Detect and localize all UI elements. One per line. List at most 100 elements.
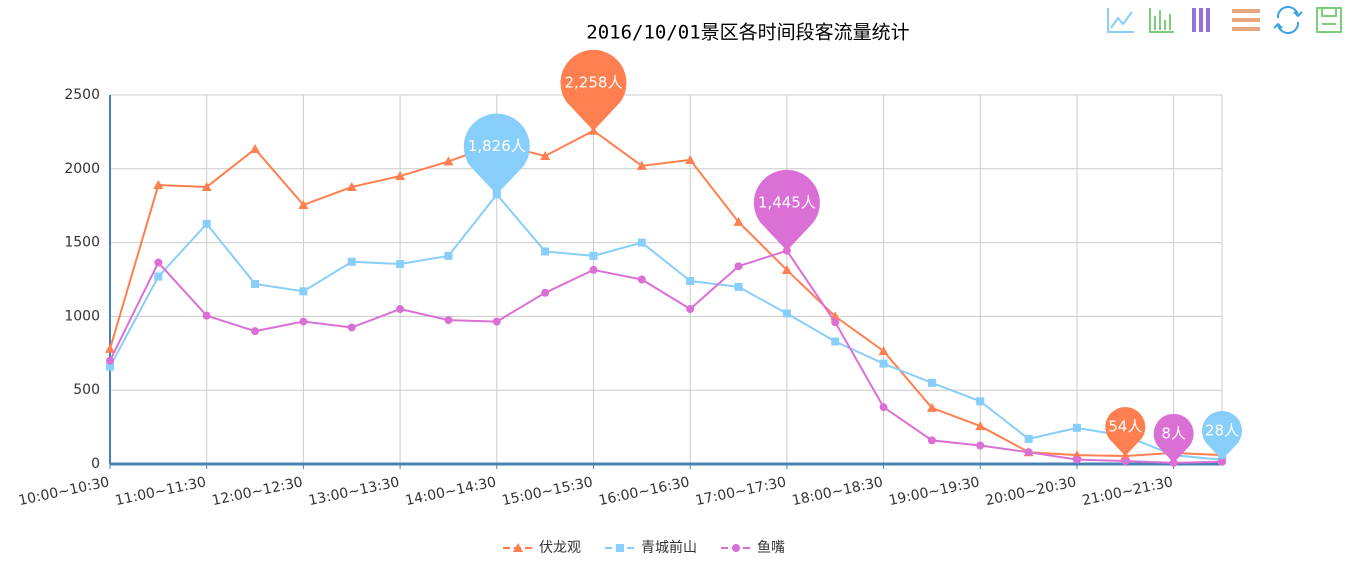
- legend-label[interactable]: 鱼嘴: [757, 539, 785, 556]
- x-tick-label: 10:00~10:30: [17, 474, 111, 509]
- data-point: [734, 262, 743, 271]
- data-point: [686, 276, 695, 285]
- mark-label: 28人: [1205, 421, 1239, 439]
- data-point: [346, 181, 357, 191]
- data-point: [396, 305, 405, 314]
- legend-label[interactable]: 青城前山: [641, 539, 697, 556]
- mark-pin: [1202, 410, 1242, 460]
- data-point: [105, 343, 115, 353]
- series-line: [109, 192, 1223, 461]
- series-line: [109, 249, 1223, 464]
- x-tick-label: 18:00~18:30: [791, 474, 885, 509]
- data-point: [685, 154, 696, 164]
- data-point: [250, 144, 261, 154]
- x-tick-label: 17:00~17:30: [694, 474, 788, 509]
- data-point: [879, 359, 888, 368]
- data-point: [541, 247, 550, 256]
- chart-title: 2016/10/01景区各时间段客流量统计: [586, 22, 909, 44]
- legend-symbol: [513, 543, 523, 552]
- refresh-icon[interactable]: [1273, 6, 1303, 34]
- tiled-icon[interactable]: [1232, 9, 1260, 31]
- bar-icon[interactable]: [1149, 8, 1174, 33]
- data-point: [106, 356, 114, 365]
- x-tick-label: 21:00~21:30: [1081, 474, 1175, 509]
- data-point: [154, 272, 163, 281]
- data-point: [154, 258, 163, 267]
- data-point: [637, 238, 646, 247]
- data-point: [1072, 423, 1081, 432]
- mark-pin: [1105, 407, 1146, 457]
- data-point: [251, 327, 260, 336]
- legend-symbol: [616, 544, 624, 552]
- data-point: [347, 257, 356, 266]
- x-tick-label: 12:00~12:30: [210, 474, 304, 509]
- data-point: [831, 337, 840, 346]
- data-point: [637, 275, 646, 284]
- data-point: [589, 265, 598, 274]
- x-tick-label: 15:00~15:30: [501, 474, 595, 509]
- data-point: [347, 323, 356, 332]
- data-point: [927, 378, 936, 387]
- data-point: [1024, 434, 1033, 443]
- stack-icon[interactable]: [1192, 8, 1210, 32]
- data-point: [298, 199, 309, 209]
- data-point: [782, 309, 791, 318]
- data-point: [1218, 457, 1226, 466]
- x-tick-label: 13:00~13:30: [307, 474, 401, 509]
- data-point: [926, 402, 937, 412]
- data-point: [1072, 455, 1081, 464]
- data-point: [106, 362, 114, 371]
- data-point: [589, 251, 598, 260]
- x-tick-label: 20:00~20:30: [984, 474, 1078, 509]
- mark-label: 1,445人: [758, 193, 816, 211]
- line-icon[interactable]: [1107, 8, 1134, 33]
- data-point: [444, 316, 453, 325]
- mark-label: 2,258人: [565, 73, 623, 91]
- data-point: [831, 318, 840, 327]
- data-point: [781, 265, 792, 275]
- toolbox[interactable]: [1107, 6, 1342, 34]
- data-point: [927, 436, 936, 445]
- data-point: [733, 216, 744, 226]
- mark-label: 1,826人: [468, 137, 526, 155]
- data-point: [734, 282, 743, 291]
- data-point: [299, 287, 308, 296]
- data-point: [251, 279, 260, 288]
- save-icon[interactable]: [1316, 7, 1342, 33]
- mark-pin: [560, 49, 627, 131]
- data-point: [201, 181, 212, 191]
- data-point: [153, 180, 164, 190]
- data-point: [1024, 448, 1033, 457]
- data-point: [396, 260, 405, 269]
- data-point: [975, 421, 986, 431]
- y-tick-label: 2000: [64, 161, 100, 177]
- data-point: [202, 311, 211, 320]
- data-point: [1121, 457, 1130, 466]
- data-point: [443, 156, 454, 166]
- x-tick-label: 11:00~11:30: [114, 474, 208, 509]
- data-point: [636, 160, 647, 170]
- mark-label: 54人: [1108, 418, 1142, 436]
- mark-pin: [463, 113, 530, 195]
- x-tick-label: 14:00~14:30: [404, 474, 498, 509]
- y-tick-label: 500: [73, 382, 100, 398]
- y-tick-label: 0: [91, 456, 100, 472]
- data-point: [686, 305, 695, 314]
- mark-pin: [1153, 413, 1194, 463]
- data-point: [540, 150, 551, 160]
- y-tick-label: 1500: [64, 235, 100, 251]
- y-tick-label: 2500: [64, 87, 100, 103]
- data-point: [976, 397, 985, 406]
- data-point: [299, 317, 308, 326]
- data-point: [444, 251, 453, 260]
- data-point: [879, 403, 888, 412]
- mark-pin: [753, 169, 820, 251]
- legend-label[interactable]: 伏龙观: [539, 540, 581, 556]
- data-point: [395, 171, 406, 181]
- mark-label: 8人: [1161, 424, 1186, 442]
- x-tick-label: 16:00~16:30: [597, 474, 691, 509]
- legend-symbol: [732, 544, 740, 552]
- y-tick-label: 1000: [64, 308, 100, 324]
- data-point: [541, 288, 550, 297]
